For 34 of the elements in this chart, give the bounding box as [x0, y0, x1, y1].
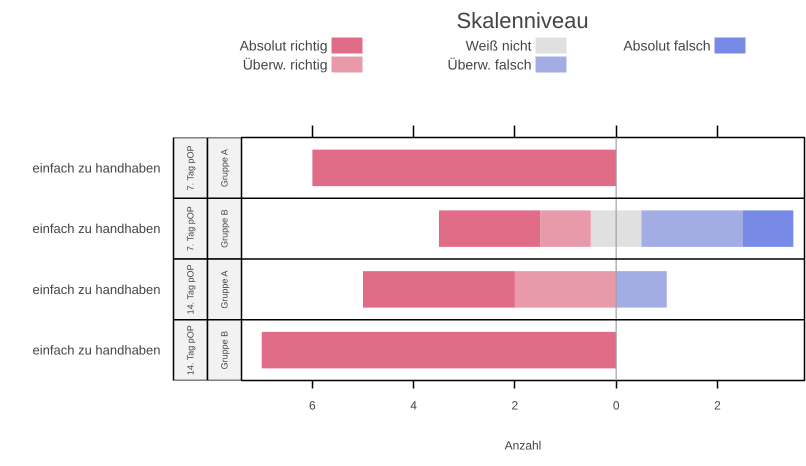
text: Gruppe B [220, 209, 230, 248]
legend-label: Absolut richtig [240, 38, 328, 54]
text: 14. Tag pOP [186, 264, 196, 314]
text: Gruppe A [220, 270, 230, 309]
legend-label: Absolut falsch [623, 38, 711, 54]
text: 7. Tag pOP [186, 206, 196, 252]
bar [540, 210, 591, 247]
text: Gruppe A [220, 149, 230, 188]
bar [438, 210, 540, 247]
legend-label: Weiß nicht [466, 38, 532, 54]
bar [312, 150, 616, 186]
y-tick-label: einfach zu handhaben [32, 282, 161, 297]
text: 7. Tag pOP [186, 146, 196, 190]
x-tick-label: 6 [309, 398, 316, 412]
text: Gruppe B [220, 330, 230, 370]
bar [514, 271, 616, 308]
text: 14. Tag pOP [186, 325, 196, 376]
legend-title: Skalenniveau [456, 8, 589, 33]
y-tick-label: einfach zu handhaben [32, 221, 161, 236]
y-tick-label: einfach zu handhaben [32, 160, 161, 176]
bar [363, 271, 515, 308]
bar [590, 210, 642, 247]
bar [616, 271, 667, 308]
legend-label: Überw. falsch [447, 56, 532, 72]
x-tick-label: 0 [612, 398, 620, 412]
bar [262, 332, 616, 368]
bar [641, 210, 743, 247]
x-tick-label: 4 [410, 398, 418, 412]
x-axis-title: Anzahl [504, 438, 542, 452]
x-tick-label: 2 [714, 398, 722, 412]
x-tick-label: 2 [512, 398, 519, 412]
bar [742, 210, 794, 247]
y-tick-label: einfach zu handhaben [32, 342, 161, 358]
legend-label: Überw. richtig [242, 56, 328, 72]
